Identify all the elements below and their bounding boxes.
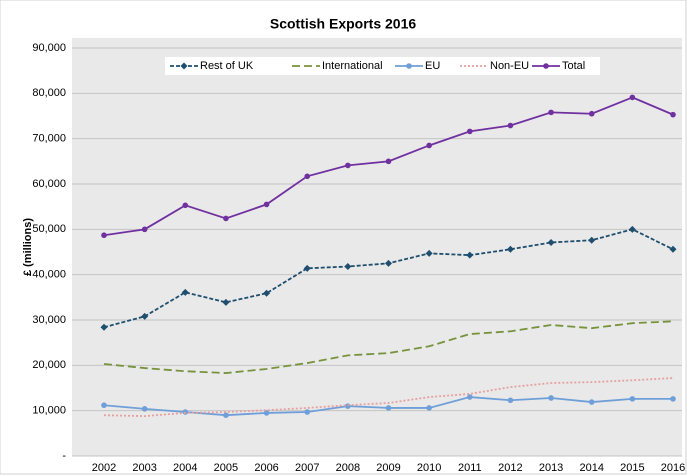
marker (182, 409, 189, 415)
legend-label: EU (425, 60, 440, 72)
chart-title: Scottish Exports 2016 (270, 16, 416, 32)
x-tick-label: 2009 (376, 462, 400, 474)
marker (141, 406, 148, 412)
x-tick-label: 2008 (336, 462, 360, 474)
marker (263, 410, 270, 416)
plot-area (72, 38, 682, 456)
line-series (103, 377, 674, 418)
legend-label: Non-EU (490, 60, 529, 72)
x-tick-label: 2002 (92, 462, 116, 474)
marker (223, 215, 229, 222)
marker (141, 312, 149, 320)
marker (629, 94, 636, 101)
marker (222, 298, 230, 306)
marker (385, 405, 392, 411)
y-tick-label: 80,000 (32, 87, 66, 99)
y-tick-label: 60,000 (32, 178, 66, 190)
marker (304, 173, 311, 180)
marker (141, 226, 148, 233)
marker (466, 128, 473, 135)
x-tick-label: 2015 (620, 462, 644, 474)
marker (426, 405, 432, 411)
y-axis-label: £ (millions) (22, 218, 34, 276)
y-tick-label: 90,000 (32, 42, 66, 54)
legend-marker (180, 62, 188, 70)
marker (304, 409, 311, 415)
legend-label: Total (562, 60, 585, 72)
marker (263, 289, 271, 297)
marker (101, 232, 107, 239)
marker (670, 111, 676, 118)
x-tick-label: 2016 (661, 462, 685, 474)
marker (548, 395, 554, 401)
y-tick-label: 20,000 (32, 359, 66, 371)
marker (385, 259, 392, 267)
x-tick-label: 2014 (579, 462, 603, 474)
marker (670, 396, 676, 402)
marker (507, 397, 514, 404)
y-tick-label: 70,000 (32, 133, 66, 145)
marker (506, 245, 514, 253)
x-tick-label: 2012 (498, 462, 522, 474)
x-tick-label: 2006 (254, 462, 278, 474)
marker (628, 225, 636, 233)
x-tick-label: 2007 (295, 462, 319, 474)
marker (303, 264, 311, 272)
y-tick-label: - (62, 450, 66, 462)
marker (548, 109, 554, 116)
marker (629, 396, 636, 402)
marker (100, 323, 108, 331)
marker (181, 288, 189, 296)
marker (385, 158, 392, 165)
x-tick-label: 2011 (458, 462, 482, 474)
legend-box (165, 57, 600, 75)
marker (345, 162, 351, 169)
x-tick-label: 2013 (539, 462, 563, 474)
marker (588, 236, 596, 244)
marker (588, 110, 595, 117)
legend-label: Rest of UK (200, 60, 254, 72)
y-tick-label: 50,000 (32, 223, 66, 235)
marker (344, 263, 352, 271)
marker (223, 412, 229, 419)
x-tick-label: 2003 (132, 462, 156, 474)
marker (588, 399, 595, 405)
y-tick-label: 30,000 (32, 314, 66, 326)
legend-marker (543, 63, 549, 69)
marker (507, 122, 514, 129)
y-tick-label: 40,000 (32, 269, 66, 281)
marker (669, 245, 677, 253)
marker (466, 251, 474, 259)
legend-marker (406, 63, 412, 69)
x-tick-label: 2004 (173, 462, 197, 474)
x-tick-label: 2005 (214, 462, 238, 474)
marker (101, 402, 107, 409)
marker (425, 249, 433, 257)
x-tick-label: 2010 (417, 462, 441, 474)
marker (466, 394, 473, 400)
marker (263, 201, 270, 208)
y-tick-label: 10,000 (32, 405, 66, 417)
marker (182, 202, 189, 209)
legend-label: International (322, 60, 383, 72)
marker (426, 142, 432, 149)
marker (547, 238, 555, 246)
marker (345, 403, 351, 409)
